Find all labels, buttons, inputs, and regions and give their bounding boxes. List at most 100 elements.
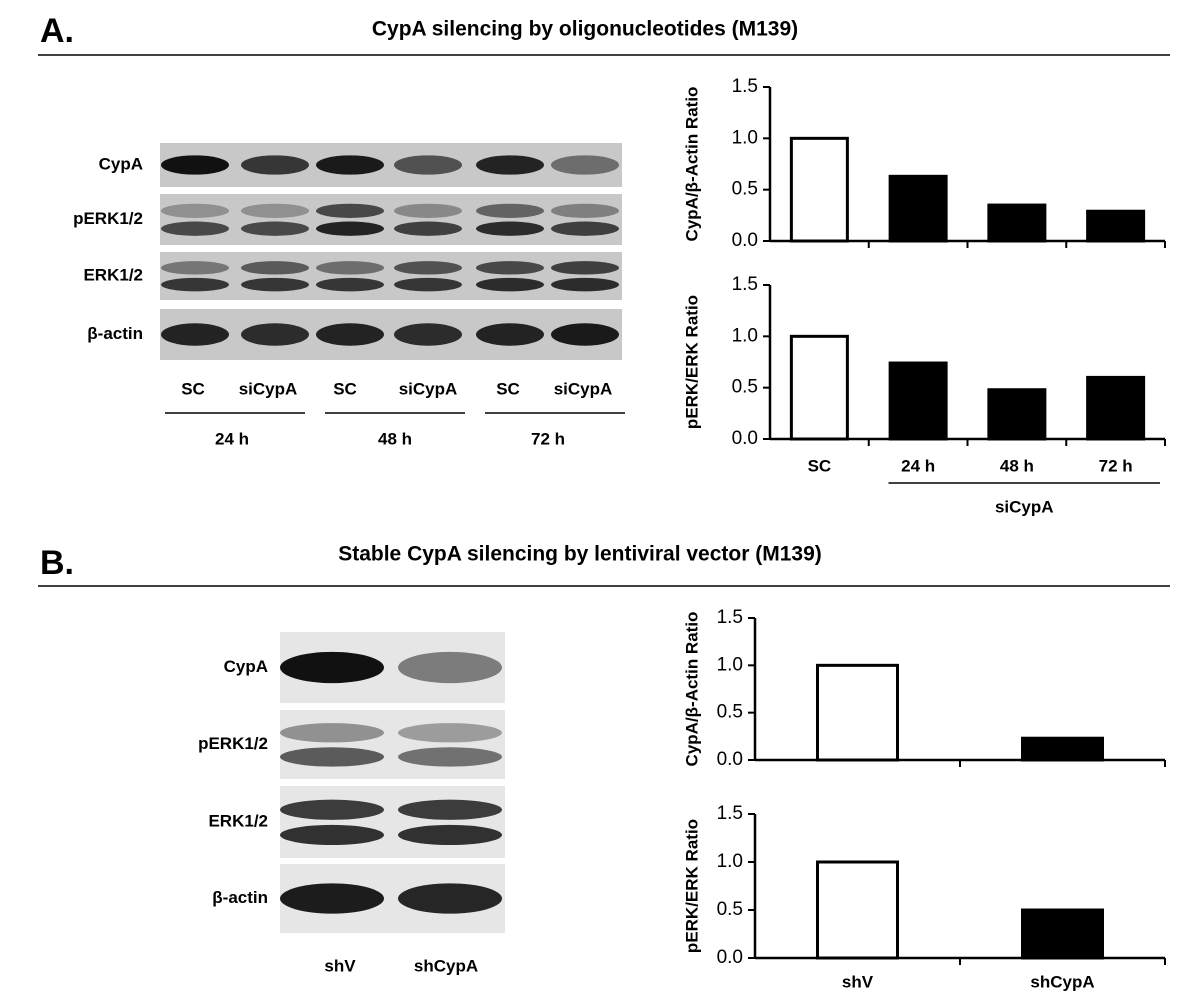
blot-strip — [160, 194, 622, 245]
blot-band — [398, 883, 502, 914]
blot-row-label: CypA — [99, 154, 143, 173]
blot-strip — [160, 143, 622, 187]
x-tick-label: 24 h — [901, 456, 935, 475]
blot-band — [551, 203, 619, 218]
blot-band — [398, 723, 502, 743]
panel-title: Stable CypA silencing by lentiviral vect… — [338, 543, 822, 566]
blot-band — [241, 203, 309, 218]
blot-row-label: pERK1/2 — [73, 209, 143, 228]
blot-row-label: pERK1/2 — [198, 734, 268, 753]
blot-band — [316, 203, 384, 218]
y-axis-label: pERK/ERK Ratio — [682, 819, 701, 953]
y-tick-label: 1.5 — [732, 76, 758, 97]
group-label: 24 h — [215, 429, 249, 448]
y-tick-label: 1.5 — [732, 274, 758, 295]
blot-band — [161, 277, 229, 292]
blot-band — [394, 203, 462, 218]
y-axis-label: CypA/β-Actin Ratio — [682, 612, 701, 767]
blot-row-label: ERK1/2 — [208, 811, 268, 830]
blot-band — [394, 323, 462, 346]
blot-band — [476, 221, 544, 236]
y-tick-label: 0.0 — [717, 749, 743, 770]
blot-strip — [280, 786, 505, 858]
blot-band — [161, 323, 229, 346]
blot-band — [398, 799, 502, 820]
blot-band — [316, 323, 384, 346]
lane-label: SC — [496, 379, 520, 398]
blot-band — [241, 261, 309, 275]
y-tick-label: 0.5 — [732, 377, 758, 398]
bar — [987, 388, 1047, 441]
blot-band — [394, 221, 462, 236]
x-tick-label: shV — [842, 972, 874, 991]
blot-strip — [160, 309, 622, 360]
lane-label: siCypA — [554, 379, 613, 398]
blot-strip — [280, 710, 505, 779]
group-label: 48 h — [378, 429, 412, 448]
y-tick-label: 0.0 — [732, 230, 758, 251]
bar — [1021, 736, 1104, 762]
lane-label: shV — [324, 956, 356, 975]
y-tick-label: 0.0 — [717, 947, 743, 968]
y-tick-label: 1.0 — [717, 851, 743, 872]
blot-band — [476, 203, 544, 218]
y-tick-label: 0.5 — [732, 179, 758, 200]
blot-band — [394, 155, 462, 175]
blot-band — [394, 261, 462, 275]
bar — [789, 136, 849, 243]
blot-band — [280, 799, 384, 820]
blot-band — [280, 723, 384, 743]
blot-band — [476, 323, 544, 346]
blot-band — [551, 277, 619, 292]
y-axis-label: CypA/β-Actin Ratio — [682, 87, 701, 242]
y-axis-label: pERK/ERK Ratio — [682, 295, 701, 429]
blot-band — [476, 261, 544, 275]
blot-row-label: β-actin — [87, 324, 143, 343]
y-tick-label: 1.5 — [717, 803, 743, 824]
bar — [1086, 375, 1146, 441]
blot-row-label: β-actin — [212, 888, 268, 907]
bar — [789, 334, 849, 441]
blot-band — [280, 747, 384, 767]
blot-band — [551, 221, 619, 236]
lane-label: SC — [181, 379, 205, 398]
blot-band — [161, 203, 229, 218]
lane-label: siCypA — [239, 379, 298, 398]
y-tick-label: 0.0 — [732, 428, 758, 449]
panel-label: B. — [40, 544, 74, 582]
blot-band — [280, 651, 384, 684]
blot-band — [476, 155, 544, 175]
blot-band — [161, 261, 229, 275]
blot-band — [280, 824, 384, 846]
blot-band — [241, 221, 309, 236]
blot-band — [316, 155, 384, 175]
category-group-label: siCypA — [995, 497, 1054, 516]
lane-label: shCypA — [414, 956, 478, 975]
y-tick-label: 1.0 — [732, 325, 758, 346]
blot-band — [551, 323, 619, 346]
blot-band — [394, 277, 462, 292]
bar — [888, 361, 948, 441]
blot-row-label: ERK1/2 — [83, 265, 143, 284]
x-tick-label: 72 h — [1099, 456, 1133, 475]
bar — [816, 860, 899, 960]
y-tick-label: 1.0 — [732, 127, 758, 148]
blot-band — [316, 221, 384, 236]
blot-band — [398, 824, 502, 846]
blot-band — [241, 155, 309, 175]
blot-band — [551, 155, 619, 175]
x-tick-label: SC — [808, 456, 832, 475]
blot-band — [241, 323, 309, 346]
panel-label: A. — [40, 12, 74, 50]
y-tick-label: 1.5 — [717, 607, 743, 628]
x-tick-label: shCypA — [1030, 972, 1094, 991]
y-tick-label: 1.0 — [717, 654, 743, 675]
blot-band — [161, 155, 229, 175]
lane-label: siCypA — [399, 379, 458, 398]
blot-strip — [160, 252, 622, 300]
blot-band — [241, 277, 309, 292]
bar — [1021, 908, 1104, 960]
bar — [816, 663, 899, 762]
blot-band — [551, 261, 619, 275]
